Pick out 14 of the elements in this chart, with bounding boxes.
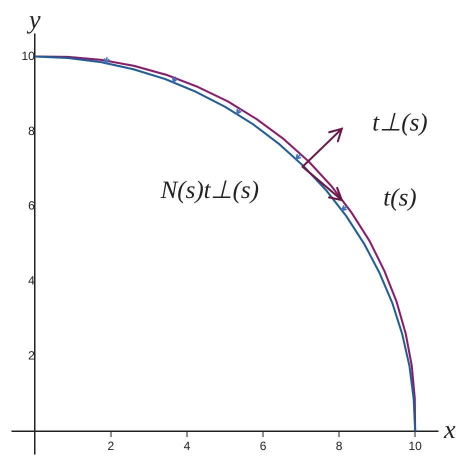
x-tick-label: 8 <box>336 438 343 453</box>
annotation: t(s) <box>383 184 417 212</box>
x-tick-label: 4 <box>184 438 191 453</box>
x-tick-label: 10 <box>408 438 422 453</box>
y-tick-label: 8 <box>28 124 36 138</box>
y-tick-label: 10 <box>21 48 36 63</box>
y-axis-title: y <box>26 4 42 34</box>
y-tick-label: 2 <box>28 348 36 363</box>
y-tick-label: 4 <box>28 274 36 288</box>
x-axis-title: x <box>443 415 456 444</box>
annotation: t⊥(s) <box>372 110 428 137</box>
y-tick-label: 6 <box>28 198 36 213</box>
x-tick-label: 2 <box>108 438 115 453</box>
x-tick-label: 6 <box>260 438 267 453</box>
